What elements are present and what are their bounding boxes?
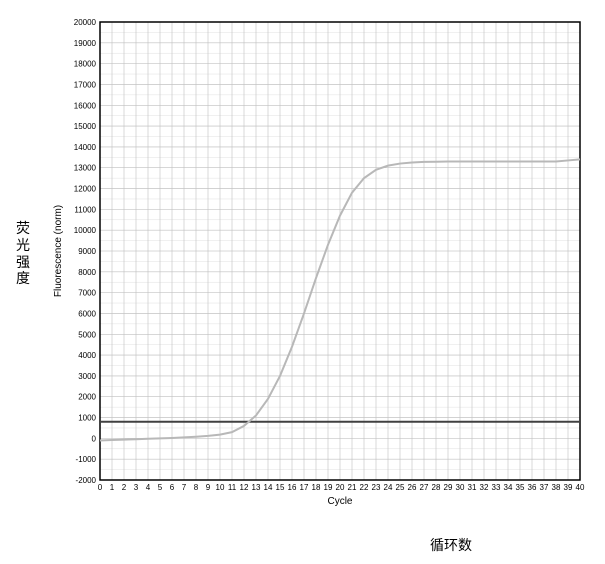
svg-text:8: 8 — [194, 483, 199, 492]
svg-text:35: 35 — [516, 483, 525, 492]
svg-text:14: 14 — [264, 483, 273, 492]
svg-text:13: 13 — [252, 483, 261, 492]
svg-text:33: 33 — [492, 483, 501, 492]
svg-text:4: 4 — [146, 483, 151, 492]
svg-text:23: 23 — [372, 483, 381, 492]
svg-text:10000: 10000 — [74, 226, 97, 235]
x-axis-label-cn: 循环数 — [430, 535, 472, 555]
svg-text:6: 6 — [170, 483, 175, 492]
svg-text:17: 17 — [300, 483, 309, 492]
svg-text:1: 1 — [110, 483, 115, 492]
svg-text:38: 38 — [552, 483, 561, 492]
svg-text:2000: 2000 — [78, 393, 96, 402]
svg-text:-1000: -1000 — [76, 455, 97, 464]
svg-text:16: 16 — [288, 483, 297, 492]
svg-text:20000: 20000 — [74, 18, 97, 27]
svg-text:37: 37 — [540, 483, 549, 492]
svg-text:29: 29 — [444, 483, 453, 492]
svg-text:30: 30 — [456, 483, 465, 492]
svg-text:18: 18 — [312, 483, 321, 492]
svg-text:11000: 11000 — [74, 205, 96, 214]
svg-text:10: 10 — [216, 483, 225, 492]
svg-text:4000: 4000 — [78, 351, 96, 360]
svg-text:1000: 1000 — [78, 414, 96, 423]
svg-text:7000: 7000 — [78, 289, 96, 298]
svg-text:22: 22 — [360, 483, 369, 492]
svg-text:24: 24 — [384, 483, 393, 492]
svg-text:6000: 6000 — [78, 309, 96, 318]
svg-text:18000: 18000 — [74, 60, 97, 69]
svg-text:Cycle: Cycle — [327, 496, 352, 507]
svg-text:31: 31 — [468, 483, 477, 492]
svg-text:15000: 15000 — [74, 122, 97, 131]
svg-text:15: 15 — [276, 483, 285, 492]
svg-text:12: 12 — [240, 483, 249, 492]
svg-text:21: 21 — [348, 483, 357, 492]
svg-text:28: 28 — [432, 483, 441, 492]
svg-text:34: 34 — [504, 483, 513, 492]
svg-text:17000: 17000 — [74, 80, 97, 89]
svg-text:8000: 8000 — [78, 268, 96, 277]
svg-text:12000: 12000 — [74, 185, 97, 194]
y-axis-label-cn: 荧光强度 — [15, 220, 31, 287]
svg-text:26: 26 — [408, 483, 417, 492]
svg-text:39: 39 — [564, 483, 573, 492]
svg-text:27: 27 — [420, 483, 429, 492]
svg-text:3000: 3000 — [78, 372, 96, 381]
svg-text:40: 40 — [576, 483, 585, 492]
svg-text:Fluorescence (norm): Fluorescence (norm) — [53, 205, 64, 297]
svg-text:32: 32 — [480, 483, 489, 492]
chart-container: 荧光强度 循环数 -2000 -1000 0 1000 2000 3000 4000 5000… — [0, 0, 605, 564]
svg-text:19: 19 — [324, 483, 333, 492]
svg-text:25: 25 — [396, 483, 405, 492]
svg-text:20: 20 — [336, 483, 345, 492]
svg-text:0: 0 — [92, 434, 97, 443]
svg-text:9: 9 — [206, 483, 211, 492]
svg-text:9000: 9000 — [78, 247, 96, 256]
svg-text:11: 11 — [228, 483, 237, 492]
svg-text:-2000: -2000 — [76, 476, 97, 485]
svg-text:5000: 5000 — [78, 330, 96, 339]
svg-text:3: 3 — [134, 483, 139, 492]
svg-text:36: 36 — [528, 483, 537, 492]
svg-text:7: 7 — [182, 483, 187, 492]
svg-text:2: 2 — [122, 483, 127, 492]
svg-text:19000: 19000 — [74, 39, 97, 48]
svg-text:13000: 13000 — [74, 164, 97, 173]
svg-text:0: 0 — [98, 483, 103, 492]
svg-text:16000: 16000 — [74, 101, 97, 110]
svg-text:14000: 14000 — [74, 143, 97, 152]
amplification-chart: -2000 -1000 0 1000 2000 3000 4000 5000 6000 7000 8… — [45, 10, 590, 520]
svg-text:5: 5 — [158, 483, 163, 492]
